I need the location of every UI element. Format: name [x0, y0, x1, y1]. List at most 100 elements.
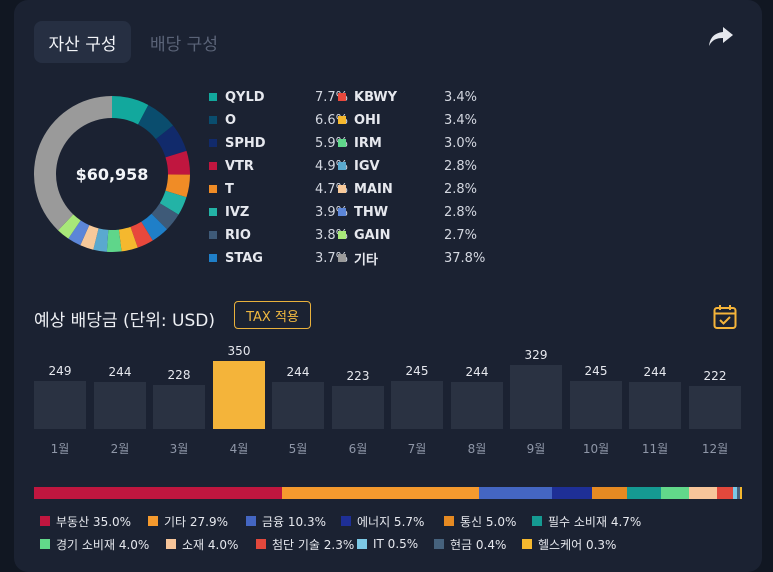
holding-ticker: T	[225, 181, 234, 197]
month-label: 10월	[582, 442, 610, 456]
legend-swatch	[338, 162, 346, 170]
sector-legend-text: 금융 10.3%	[262, 514, 327, 529]
bar-month-7[interactable]	[391, 381, 443, 429]
holding-legend-item: GAIN 2.7%	[338, 226, 477, 244]
bar-value-label: 245	[584, 364, 608, 378]
bar-value-label: 329	[524, 348, 548, 362]
legend-swatch	[209, 254, 217, 262]
sector-legend-text: 부동산 35.0%	[56, 514, 132, 529]
bar-value-label: 244	[286, 365, 310, 379]
bar-value-label: 223	[346, 369, 370, 383]
bar-month-3[interactable]	[153, 385, 205, 429]
legend-swatch	[209, 185, 217, 193]
holding-legend-item: KBWY 3.4%	[338, 88, 477, 106]
calendar-icon[interactable]	[713, 304, 737, 330]
bar-value-label: 244	[465, 365, 489, 379]
month-label: 1월	[50, 442, 70, 456]
tax-apply-button[interactable]: TAX 적용	[234, 301, 311, 329]
sector-legend-item: 필수 소비재 4.7%	[532, 513, 641, 529]
bar-month-10[interactable]	[570, 381, 622, 429]
tab-dividend-composition[interactable]: 배당 구성	[150, 34, 218, 55]
holding-ticker: MAIN	[354, 181, 393, 197]
holding-legend-item: SPHD 5.9%	[209, 134, 348, 152]
sector-segment-11	[736, 487, 740, 499]
holding-percent: 2.8%	[444, 181, 478, 197]
donut-slice-10	[118, 226, 138, 252]
legend-swatch	[40, 516, 50, 526]
tab-asset-composition[interactable]: 자산 구성	[34, 21, 131, 63]
donut-slice-4	[165, 150, 190, 175]
bar-month-12[interactable]	[689, 386, 741, 429]
donut-slice-12	[93, 228, 109, 252]
bar-month-4[interactable]	[213, 361, 265, 429]
bar-month-8[interactable]	[451, 382, 503, 429]
donut-slice-6	[159, 190, 187, 215]
month-label: 11월	[641, 442, 669, 456]
sector-legend-text: 헬스케어 0.3%	[538, 537, 617, 552]
legend-swatch	[148, 516, 158, 526]
sector-segment-10	[733, 487, 737, 499]
sector-legend-text: 에너지 5.7%	[357, 514, 425, 529]
sector-legend-item: 기타 27.9%	[148, 513, 228, 529]
bar-value-label: 244	[108, 365, 132, 379]
holding-ticker: SPHD	[225, 135, 266, 151]
legend-swatch	[357, 539, 367, 549]
sector-legend-item: 현금 0.4%	[434, 536, 506, 552]
holding-ticker: KBWY	[354, 89, 398, 105]
legend-swatch	[434, 539, 444, 549]
legend-swatch	[338, 254, 346, 262]
holding-legend-item: STAG 3.7%	[209, 249, 348, 267]
sector-segment-2	[281, 487, 479, 499]
portfolio-total-value: $60,958	[75, 164, 149, 184]
sector-legend-text: IT 0.5%	[373, 537, 419, 551]
sector-segment-6	[627, 487, 661, 499]
donut-slice-3	[155, 125, 187, 158]
sector-legend-item: 첨단 기술 2.3%	[256, 536, 354, 552]
holding-legend-item: O 6.6%	[209, 111, 348, 129]
sector-legend-text: 소재 4.0%	[182, 537, 239, 552]
month-label: 3월	[169, 442, 189, 456]
bar-month-6[interactable]	[332, 386, 384, 429]
bar-month-2[interactable]	[94, 382, 146, 429]
holding-legend-item: OHI 3.4%	[338, 111, 477, 129]
legend-swatch	[209, 231, 217, 239]
holding-percent: 3.0%	[444, 135, 478, 151]
holding-percent: 2.8%	[444, 158, 478, 174]
donut-slice-8	[141, 213, 168, 241]
bar-month-9[interactable]	[510, 365, 562, 429]
holding-legend-item: VTR 4.9%	[209, 157, 348, 175]
month-label: 9월	[526, 442, 546, 456]
holding-percent: 2.8%	[444, 204, 478, 220]
sector-segment-5	[592, 487, 628, 499]
legend-swatch	[338, 116, 346, 124]
month-label: 7월	[407, 442, 427, 456]
holding-ticker: QYLD	[225, 89, 265, 105]
holding-percent: 3.4%	[444, 112, 478, 128]
sector-legend-item: 소재 4.0%	[166, 536, 238, 552]
holdings-donut-chart	[34, 96, 190, 252]
donut-slice-13	[80, 225, 99, 250]
legend-swatch	[522, 539, 532, 549]
holding-ticker: O	[225, 112, 237, 128]
holding-legend-item: IGV 2.8%	[338, 157, 477, 175]
holding-percent: 3.4%	[444, 89, 478, 105]
holding-ticker: IVZ	[225, 204, 250, 220]
holding-ticker: STAG	[225, 250, 263, 266]
sector-legend-text: 기타 27.9%	[164, 514, 229, 529]
legend-swatch	[338, 208, 346, 216]
share-icon[interactable]	[707, 24, 735, 50]
legend-swatch	[209, 116, 217, 124]
legend-swatch	[532, 516, 542, 526]
bar-month-1[interactable]	[34, 381, 86, 429]
holding-legend-item: THW 2.8%	[338, 203, 477, 221]
sector-segment-7	[660, 487, 689, 499]
legend-swatch	[444, 516, 454, 526]
bar-month-11[interactable]	[629, 382, 681, 429]
sector-legend-text: 통신 5.0%	[460, 514, 517, 529]
sector-legend-item: IT 0.5%	[357, 536, 418, 552]
holding-legend-item: T 4.7%	[209, 180, 348, 198]
legend-swatch	[256, 539, 266, 549]
bar-month-5[interactable]	[272, 382, 324, 429]
bar-value-label: 244	[643, 365, 667, 379]
month-label: 8월	[467, 442, 487, 456]
